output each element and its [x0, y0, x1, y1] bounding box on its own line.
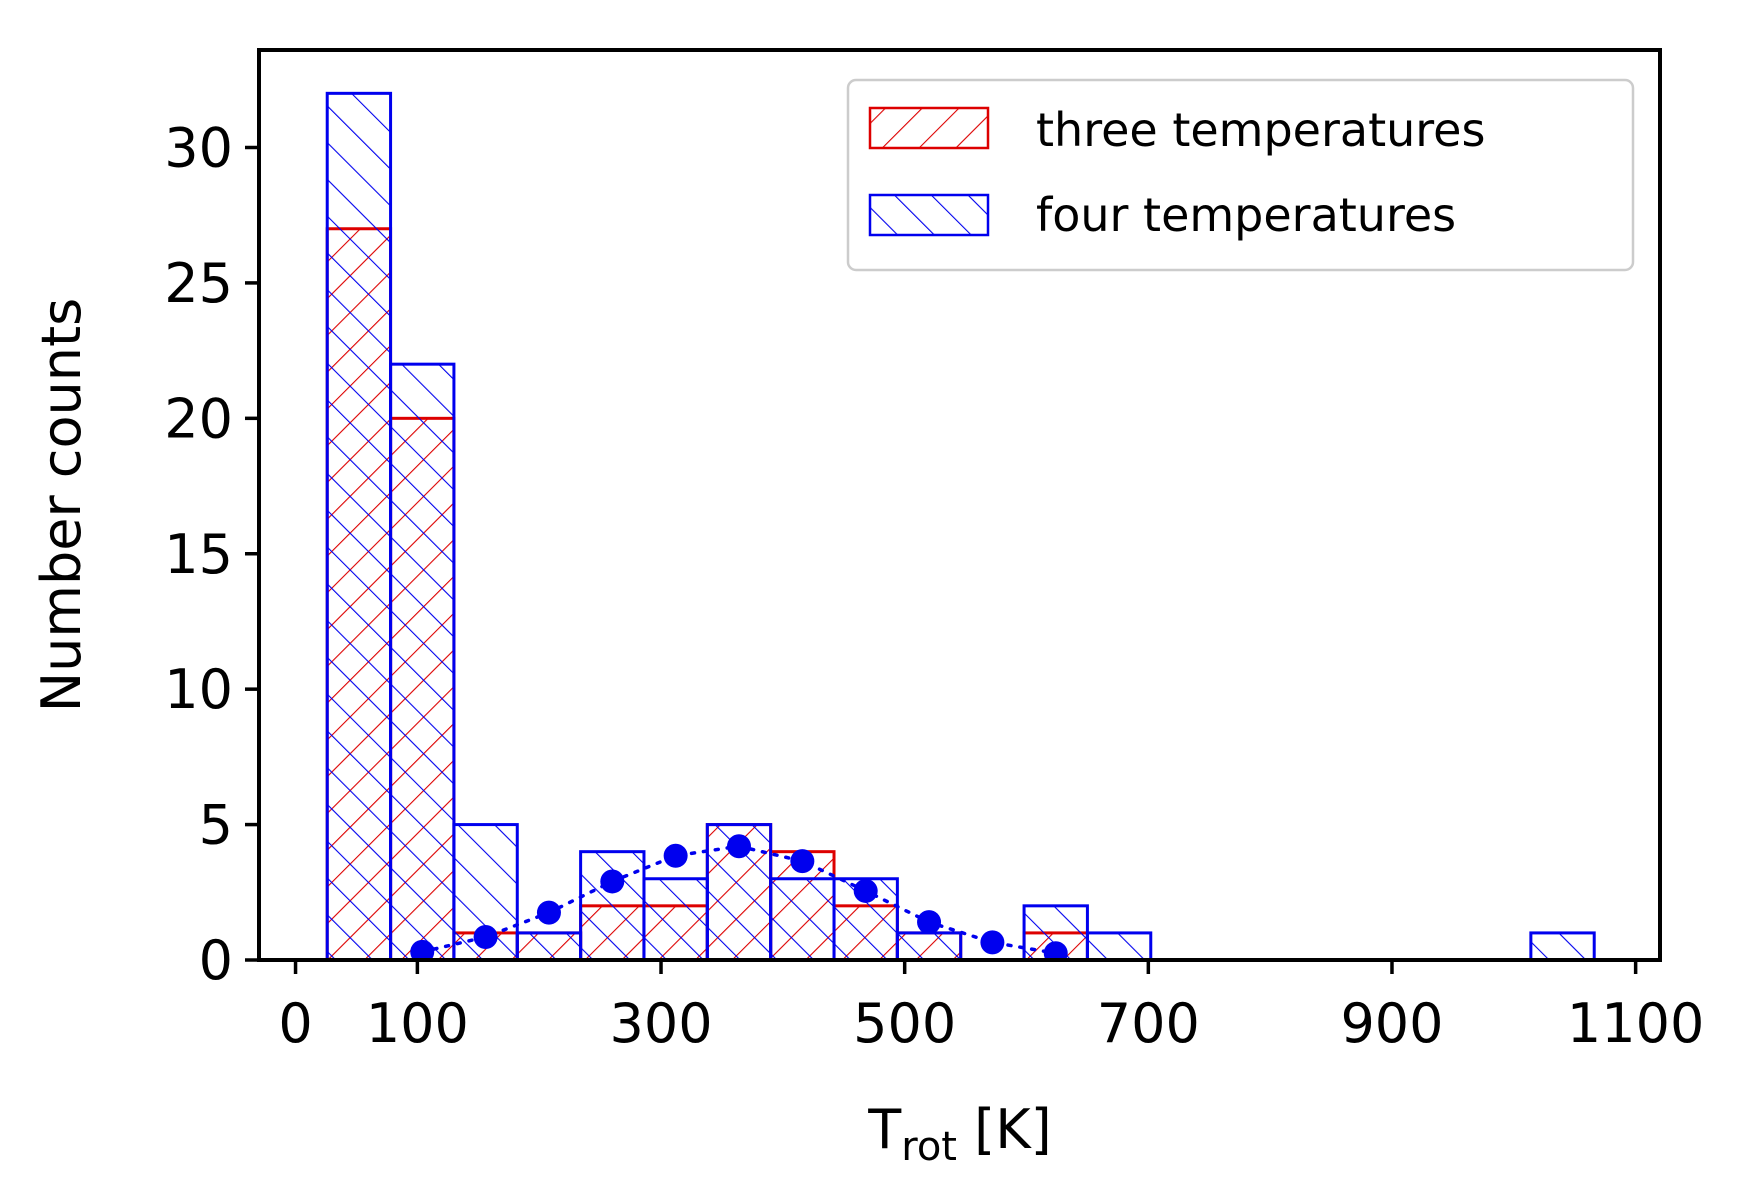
fit-points [410, 834, 1068, 960]
x-tick-label-4: 700 [1097, 992, 1200, 1055]
x-tick-label-0: 0 [278, 992, 312, 1055]
fit-point-7 [853, 878, 878, 903]
legend-label-four-temperatures: four temperatures [1036, 188, 1456, 242]
y-axis: 0 5 10 15 20 25 30 [164, 117, 259, 992]
x-axis-title: Trot [K] [867, 1098, 1051, 1170]
y-axis-title: Number counts [30, 298, 93, 713]
fit-point-1 [473, 924, 498, 949]
fit-point-8 [917, 910, 942, 935]
plot-frame [257, 48, 1662, 962]
bar-four-12 [1529, 931, 1596, 960]
y-tick-label-6: 30 [164, 117, 233, 180]
bar-four-5 [642, 877, 709, 960]
x-axis-title-space [957, 1098, 974, 1161]
bar-four-0 [325, 91, 393, 960]
x-tick-label-2: 300 [609, 992, 712, 1055]
x-tick-label-5: 900 [1340, 992, 1443, 1055]
y-tick-label-2: 10 [164, 658, 233, 721]
x-tick-label-1: 100 [366, 992, 469, 1055]
fit-point-10 [1043, 941, 1068, 960]
y-tick-label-3: 15 [164, 523, 233, 586]
legend-box [846, 78, 1635, 272]
x-axis-title-subscript: rot [901, 1124, 957, 1170]
y-tick-label-5: 25 [164, 252, 233, 315]
fit-point-9 [980, 930, 1005, 955]
bar-four-3 [515, 931, 583, 960]
legend: three temperatures four temperatures [846, 78, 1635, 272]
fit-point-2 [536, 900, 561, 925]
fit-point-6 [790, 849, 815, 874]
series-four-temperatures [325, 91, 1596, 960]
legend-label-three-temperatures: three temperatures [1036, 103, 1485, 157]
fit-point-0 [410, 939, 435, 960]
y-tick-label-1: 5 [199, 794, 233, 857]
y-tick-label-0: 0 [199, 929, 233, 992]
bar-four-11 [1085, 931, 1153, 960]
fit-point-3 [600, 869, 625, 894]
bar-four-7 [769, 877, 836, 960]
bar-four-9 [895, 931, 963, 960]
x-axis: 0 100 300 500 700 900 1100 [278, 960, 1704, 1055]
x-axis-title-unit: [K] [974, 1098, 1052, 1161]
fit-point-4 [663, 843, 688, 868]
y-tick-label-4: 20 [164, 387, 233, 450]
legend-swatch-three-temperatures [868, 106, 990, 150]
bar-four-1 [389, 362, 456, 960]
legend-swatch-four-temperatures [868, 193, 990, 237]
bar-four-4 [579, 850, 646, 960]
x-axis-title-main: T [867, 1098, 902, 1161]
x-tick-label-3: 500 [853, 992, 956, 1055]
x-tick-label-6: 1100 [1567, 992, 1704, 1055]
fit-point-5 [726, 834, 751, 859]
